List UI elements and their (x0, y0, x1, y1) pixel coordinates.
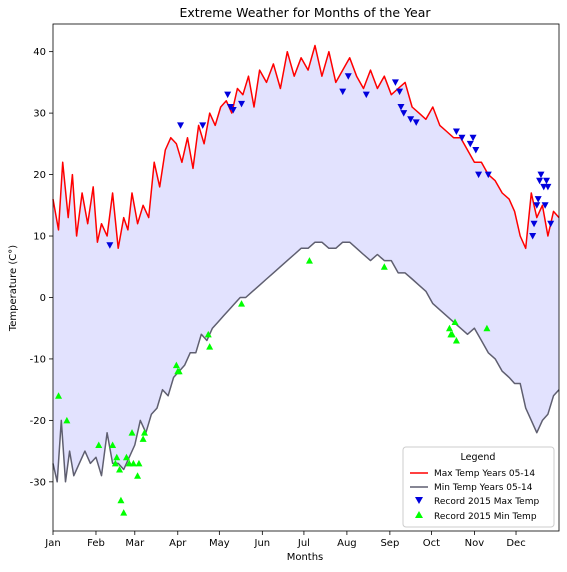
record-max-marker (544, 183, 552, 191)
y-tick-label: -20 (30, 416, 46, 427)
record-max-marker (391, 79, 399, 86)
record-max-marker (543, 177, 551, 185)
record-max-marker (547, 220, 555, 228)
y-tick-label: 40 (33, 47, 46, 58)
record-max-marker (339, 88, 347, 96)
record-max-marker (541, 202, 549, 209)
record-min-marker (452, 336, 460, 344)
legend-frame (402, 446, 555, 528)
legend: Legend Max Temp Years 05-14 Min Temp Yea… (402, 446, 555, 528)
record-min-marker (63, 416, 71, 424)
record-max-marker (466, 140, 474, 148)
y-tick-label: 0 (40, 293, 46, 304)
record-max-marker (238, 100, 246, 108)
record-min-marker (55, 392, 63, 399)
record-max-marker (199, 122, 207, 129)
record-min-marker (134, 472, 142, 479)
x-tick-label: Jan (44, 538, 60, 549)
chart-title: Extreme Weather for Months of the Year (180, 5, 432, 20)
y-axis-label: Temperature (C°) (8, 245, 19, 332)
record-min-marker (172, 361, 180, 369)
record-max-marker (229, 107, 237, 114)
legend-swatch-max-marker (415, 497, 423, 504)
record-max-marker (362, 91, 370, 99)
y-tick-label: -30 (30, 477, 46, 488)
x-tick-label: May (209, 538, 230, 549)
record-max-marker (475, 171, 483, 179)
legend-entry-1: Max Temp Years 05-14 (434, 469, 535, 479)
x-tick-label: Mar (125, 538, 145, 549)
legend-entry-3: Record 2015 Max Temp (434, 497, 539, 507)
min-temp-line (52, 241, 560, 483)
record-min-marker (445, 324, 453, 332)
record-max-marker (106, 242, 114, 249)
record-max-marker (534, 196, 542, 203)
record-max-marker (472, 146, 480, 154)
record-max-marker (412, 119, 420, 126)
x-tick-label: Jun (254, 538, 271, 549)
record-max-marker (484, 171, 492, 179)
y-tick-label: 10 (33, 232, 46, 243)
y-tick-label: -10 (30, 354, 46, 365)
record-max-marker (177, 122, 185, 129)
record-max-marker (407, 116, 415, 123)
y-tick-label: 20 (33, 170, 46, 181)
x-tick-label: Sep (380, 538, 399, 549)
record-min-marker (128, 429, 136, 436)
record-min-marker (116, 466, 124, 473)
axes-frame (52, 23, 560, 532)
record-max-marker (529, 233, 537, 240)
record-max-marker (224, 91, 232, 99)
legend-title: Legend (461, 452, 496, 463)
record-min-marker (448, 330, 456, 338)
legend-swatch-min-marker (415, 511, 423, 518)
record-min-marker (175, 367, 183, 375)
record-min-marker (135, 459, 143, 467)
record-max-marker (452, 128, 460, 136)
record-min-marker (305, 257, 313, 264)
x-tick-label: Dec (506, 538, 525, 549)
record-min-marker (483, 324, 491, 332)
record-max-marker (469, 134, 477, 142)
record-min-marker (95, 441, 103, 448)
x-tick-label: Feb (87, 538, 105, 549)
record-max-marker (530, 220, 538, 228)
axes: -30 -20 -10 0 10 20 30 40 Jan Feb Mar Apr May Jun Jul A… (30, 23, 560, 549)
record-min-marker (113, 453, 121, 461)
record-min-marker (117, 496, 125, 504)
x-axis-label: Months (287, 552, 324, 563)
record-max-marker (537, 171, 545, 179)
record-min-marker (111, 459, 119, 467)
record-min-marker (139, 435, 147, 442)
record-min-marker (140, 429, 148, 436)
legend-entry-4: Record 2015 Min Temp (434, 512, 537, 522)
x-tick-label: Apr (169, 538, 187, 549)
record-max-marker (396, 88, 404, 96)
record-min-marker (451, 318, 459, 326)
x-tick-label: Aug (337, 538, 357, 549)
record-max-marker (536, 177, 544, 185)
record-min-marker (380, 263, 388, 270)
record-max-marker (397, 103, 405, 111)
x-tick-label: Nov (465, 538, 485, 549)
y-tick-label: 30 (33, 109, 46, 120)
x-tick-label: Oct (423, 538, 440, 549)
record-max-marker (344, 73, 352, 80)
record-min-marker (120, 509, 128, 516)
record-max-marker (458, 134, 466, 142)
record-min-marker (238, 300, 246, 307)
record-min-marker (122, 453, 130, 461)
max-temp-line (52, 44, 560, 250)
record-min-marker (109, 441, 117, 448)
record-min-marker (204, 330, 212, 338)
record-max-marker (400, 110, 408, 117)
record-min-marker (129, 459, 137, 467)
plot-area (52, 44, 560, 516)
record-min-marker (206, 343, 214, 350)
legend-entry-2: Min Temp Years 05-14 (434, 483, 533, 493)
record-max-marker (533, 202, 541, 209)
x-tick-label: Jul (297, 538, 310, 549)
